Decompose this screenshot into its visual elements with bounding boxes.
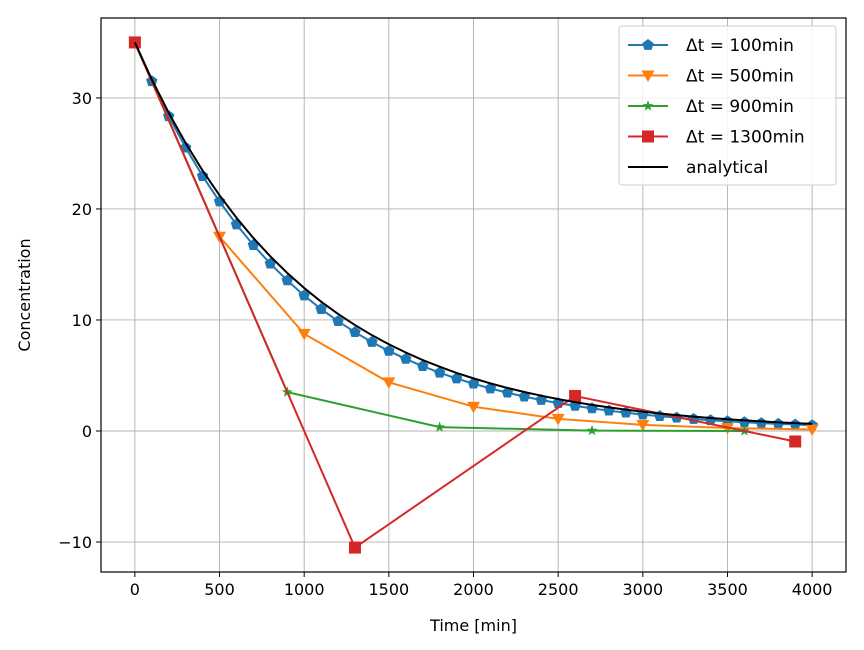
data-point: [805, 424, 819, 436]
data-point: [382, 377, 396, 389]
data-point: [467, 401, 480, 414]
data-point: [755, 417, 768, 428]
data-point: [551, 413, 565, 426]
series-3: [128, 36, 802, 554]
data-point: [738, 416, 751, 428]
series-line: [133, 42, 796, 550]
data-point: [569, 390, 582, 403]
data-point: [789, 435, 802, 448]
data-point: [484, 382, 497, 394]
x-tick-label: 1000: [284, 580, 325, 599]
data-point: [383, 344, 395, 356]
legend-box: [618, 25, 837, 186]
data-point: [450, 372, 463, 384]
x-tick-label: 500: [204, 580, 235, 599]
data-point: [297, 328, 311, 341]
x-tick-label: 3000: [622, 580, 663, 599]
x-axis-label: Time [min]: [429, 616, 517, 635]
data-point: [332, 315, 344, 327]
legend-label: Δt = 100min: [686, 36, 794, 56]
x-tick-label: 2000: [453, 580, 494, 599]
x-tick-label: 4000: [792, 580, 833, 599]
data-point: [349, 326, 361, 338]
x-tick-label: 3500: [707, 580, 748, 599]
legend-marker: [641, 70, 655, 82]
data-point: [315, 303, 327, 314]
axis-ticks: 0 500 1000 1500 2000 2500 3000 3500 4000 −10 0 10 20…: [58, 89, 832, 599]
data-point: [416, 360, 429, 372]
legend-marker: [642, 39, 654, 50]
data-point: [196, 170, 209, 181]
data-point: [298, 289, 310, 301]
x-tick-label: 2500: [538, 580, 579, 599]
legend-label: Δt = 900min: [686, 97, 794, 117]
series-layer: [128, 36, 819, 554]
legend-label: analytical: [686, 158, 768, 178]
data-point: [400, 352, 412, 364]
series-line: [133, 42, 813, 425]
legend-marker: [642, 130, 654, 143]
x-tick-label: 1500: [368, 580, 409, 599]
data-point: [434, 421, 446, 432]
y-tick-label: 10: [72, 311, 92, 330]
data-point: [348, 541, 361, 554]
legend-marker: [642, 100, 654, 111]
y-tick-label: 0: [82, 422, 92, 441]
y-tick-label: 30: [72, 89, 92, 108]
legend-label: Δt = 500min: [686, 67, 794, 87]
y-tick-label: −10: [58, 533, 92, 552]
data-point: [586, 424, 598, 436]
data-point: [366, 336, 378, 347]
plot-frame: [100, 17, 847, 573]
series-4: [133, 42, 813, 425]
y-axis-label: Concentration: [15, 238, 34, 351]
data-point: [281, 274, 293, 286]
data-point: [179, 141, 192, 153]
data-point: [433, 366, 446, 378]
y-tick-label: 20: [72, 200, 92, 219]
legend-label: Δt = 1300min: [686, 128, 805, 148]
x-tick-label: 0: [130, 580, 140, 599]
data-point: [467, 377, 480, 389]
legend: Δt = 100min Δt = 500min Δt = 900min Δt = 13…: [618, 25, 837, 186]
data-point: [636, 419, 650, 432]
